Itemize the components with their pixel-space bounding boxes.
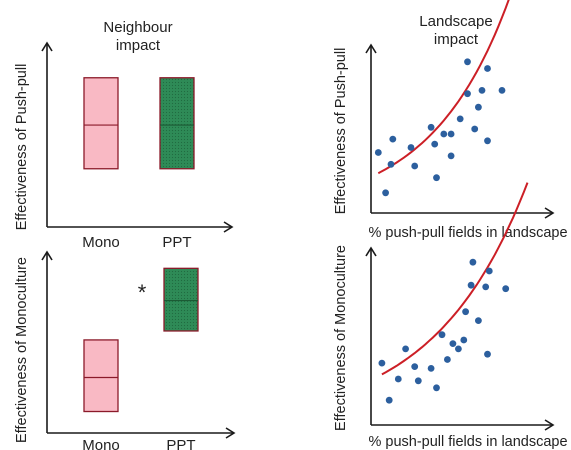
scatter-point xyxy=(485,267,493,275)
x-axis-label: % push-pull fields in landscape xyxy=(368,434,567,450)
y-axis-arrowhead xyxy=(365,246,377,257)
y-axis-label: Effectiveness of Monoculture xyxy=(14,257,30,443)
scatter-point xyxy=(447,130,455,138)
panel-landscape-monoculture: Effectiveness of Monoculture % push-pull… xyxy=(333,182,568,450)
scatter-point xyxy=(433,384,440,392)
scatter-point xyxy=(484,137,491,145)
scatter-point xyxy=(433,174,440,182)
x-axis-arrowhead xyxy=(225,427,236,439)
panel-title-line-2: impact xyxy=(434,31,479,48)
scatter-point xyxy=(475,317,482,324)
scatter-point xyxy=(389,135,397,143)
panel-title-line-1: Neighbour xyxy=(103,19,172,36)
scatter-point xyxy=(447,152,455,160)
scatter-point xyxy=(394,375,402,383)
y-axis-label: Effectiveness of Push-pull xyxy=(14,64,30,231)
scatter-point xyxy=(498,87,506,94)
scatter-point xyxy=(475,103,482,111)
scatter-point xyxy=(460,336,468,344)
box-ppt xyxy=(163,267,199,332)
box-mono xyxy=(83,339,119,413)
scatter-point xyxy=(456,115,464,123)
panel-landscape-pushpull: Landscape impact Effectiveness of Push-p… xyxy=(333,0,568,241)
scatter-point xyxy=(402,345,409,353)
x-tick-label-ppt: PPT xyxy=(162,234,191,251)
significance-marker: * xyxy=(138,280,147,305)
scatter-point xyxy=(484,350,491,358)
x-tick-label-ppt: PPT xyxy=(166,437,195,450)
scatter-point xyxy=(411,162,419,170)
scatter-point xyxy=(385,396,393,404)
x-tick-label-mono: Mono xyxy=(82,234,120,251)
x-axis-arrowhead xyxy=(544,207,555,219)
scatter-point xyxy=(467,281,475,289)
scatter-points xyxy=(374,58,506,197)
scatter-point xyxy=(471,125,479,133)
scatter-point xyxy=(431,140,439,148)
y-axis-arrowhead xyxy=(365,43,377,54)
trend-curve xyxy=(377,0,510,175)
panel-neighbour-pushpull: Neighbour impact Effectiveness of Push-p… xyxy=(14,19,234,251)
scatter-point xyxy=(455,345,462,353)
scatter-point xyxy=(407,144,415,151)
x-axis-label: % push-pull fields in landscape xyxy=(368,225,567,241)
scatter-point xyxy=(484,65,491,72)
y-axis-arrowhead xyxy=(41,250,53,261)
box-mono xyxy=(83,77,119,170)
scatter-point xyxy=(411,363,419,370)
scatter-point xyxy=(427,365,435,372)
scatter-point xyxy=(378,359,386,367)
panel-title-line-2: impact xyxy=(116,37,161,54)
scatter-point xyxy=(444,356,451,363)
y-axis-label: Effectiveness of Push-pull xyxy=(333,48,349,215)
scatter-point xyxy=(382,189,389,197)
scatter-point xyxy=(502,285,510,293)
x-axis-arrowhead xyxy=(544,419,555,431)
scatter-point xyxy=(440,130,448,138)
y-axis-label: Effectiveness of Monoculture xyxy=(333,245,349,431)
scatter-points xyxy=(378,258,510,404)
scatter-point xyxy=(462,308,469,316)
scatter-point xyxy=(414,377,422,385)
scatter-point xyxy=(482,283,490,291)
x-tick-label-mono: Mono xyxy=(82,437,120,450)
scatter-point xyxy=(427,123,435,131)
scatter-point xyxy=(438,331,446,339)
panel-title-line-1: Landscape xyxy=(419,13,492,30)
box-ppt xyxy=(159,77,195,170)
scatter-point xyxy=(478,87,486,94)
scatter-point xyxy=(449,340,457,347)
scatter-point xyxy=(469,258,477,266)
y-axis-arrowhead xyxy=(41,41,53,52)
scatter-point xyxy=(374,149,382,156)
x-axis-arrowhead xyxy=(223,221,234,233)
scatter-point xyxy=(464,58,471,66)
scatter-point xyxy=(387,160,395,168)
trend-curve xyxy=(381,182,529,376)
scatter-point xyxy=(464,90,471,98)
panel-neighbour-monoculture: Effectiveness of Monoculture Mono PPT * xyxy=(14,250,236,450)
